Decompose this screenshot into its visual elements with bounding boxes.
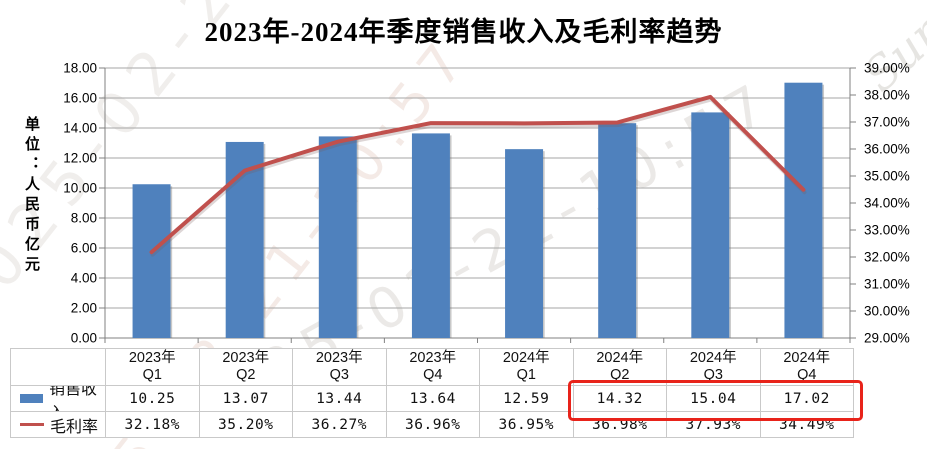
table-value-cell: 14.32 [573,386,667,412]
header-year: 2023年 [128,350,176,366]
left-axis-tick-label: 6.00 [71,241,97,256]
table-header-cell: 2023年 Q2 [199,349,293,386]
right-axis-tick-label: 33.00% [864,223,910,238]
table-header-cell: 2024年 Q4 [760,349,854,386]
gross-margin-line [149,94,806,255]
revenue-bar-shadow [170,186,173,338]
right-axis-tick-label: 32.00% [864,250,910,265]
left-axis-unit-label: 单位：人民币亿元 [23,116,41,276]
table-header-cell: 2024年 Q3 [667,349,761,386]
revenue-bar-shadow [356,138,359,338]
right-axis-tick-label: 39.00% [864,61,910,76]
revenue-bar [505,149,544,338]
revenue-bar [318,136,357,338]
revenue-bar-shadow [449,135,452,338]
header-quarter: Q1 [142,367,162,383]
gross-margin-line-shadow [150,97,807,257]
table-value-cell: 12.59 [480,386,574,412]
header-year: 2023年 [315,350,363,366]
table-value-cell: 15.04 [667,386,761,412]
header-quarter: Q2 [610,367,630,383]
revenue-bar-shadow [729,114,731,339]
right-axis-tick-label: 37.00% [864,115,910,130]
table-value-cell: 13.44 [293,386,387,412]
left-axis-tick-label: 16.00 [63,91,97,106]
header-quarter: Q1 [516,367,536,383]
table-corner-cell [11,349,106,386]
header-quarter: Q4 [797,367,817,383]
table-value-cell: 13.07 [199,386,293,412]
revenue-bar [225,141,264,338]
table-value-cell: 36.95% [480,412,574,438]
header-quarter: Q3 [703,367,723,383]
table-header-cell: 2024年 Q2 [573,349,667,386]
left-axis-tick-label: 2.00 [71,301,97,316]
chart-data-table: 2023年 Q1 2023年 Q2 2023年 Q3 2023年 Q4 2024年 Q1 2024年… [10,348,854,438]
table-value-cell: 13.64 [386,386,480,412]
table-value-cell: 36.96% [386,412,480,438]
header-quarter: Q4 [423,367,443,383]
legend-label: 销售收入 [49,386,98,411]
right-axis-tick-label: 35.00% [864,169,910,184]
table-value-cell: 10.25 [106,386,200,412]
table-value-cell: 32.18% [106,412,200,438]
line-legend-swatch [20,423,44,426]
header-year: 2024年 [783,350,831,366]
header-year: 2023年 [409,350,457,366]
right-axis-tick-label: 31.00% [864,277,910,292]
header-quarter: Q2 [236,367,256,383]
left-axis-tick-label: 14.00 [63,121,97,136]
left-axis-tick-label: 4.00 [71,271,97,286]
table-header-cell: 2023年 Q1 [106,349,200,386]
table-header-cell: 2023年 Q3 [293,349,387,386]
table-header-cell: 2023年 Q4 [386,349,480,386]
header-quarter: Q3 [329,367,349,383]
header-year: 2024年 [502,350,550,366]
revenue-bar [411,133,450,338]
right-axis-tick-label: 30.00% [864,304,910,319]
left-axis-tick-label: 12.00 [63,151,97,166]
left-axis-tick-label: 8.00 [71,211,97,226]
revenue-bar-shadow [543,151,545,338]
table-header-cell: 2024年 Q1 [480,349,574,386]
revenue-bar-shadow [636,125,638,338]
table-value-cell: 17.02 [760,386,854,412]
left-axis-tick-label: 10.00 [63,181,97,196]
revenue-bar [132,184,171,338]
revenue-bar [691,112,730,339]
table-value-cell: 35.20% [199,412,293,438]
chart-title: 2023年-2024年季度销售收入及毛利率趋势 [204,17,723,47]
left-axis-tick-label: 18.00 [63,61,97,76]
right-axis-tick-label: 34.00% [864,196,910,211]
legend-label: 毛利率 [50,418,99,436]
revenue-bar [784,82,823,338]
left-axis-tick-label: 0.00 [71,331,97,346]
right-axis-tick-label: 36.00% [864,142,910,157]
legend-cell-revenue: 销售收入 [11,386,106,412]
highlight-rectangle [567,380,863,421]
right-axis-tick-label: 38.00% [864,88,910,103]
header-year: 2023年 [222,350,270,366]
legend-cell-gross-margin: 毛利率 [11,412,106,438]
table-value-cell: 36.27% [293,412,387,438]
revenue-bar [598,123,637,338]
bar-legend-swatch [20,394,43,403]
revenue-bar-shadow [822,84,825,338]
right-axis-tick-label: 29.00% [864,331,910,346]
header-year: 2024年 [689,350,737,366]
header-year: 2024年 [596,350,644,366]
revenue-bar-shadow [263,143,266,338]
